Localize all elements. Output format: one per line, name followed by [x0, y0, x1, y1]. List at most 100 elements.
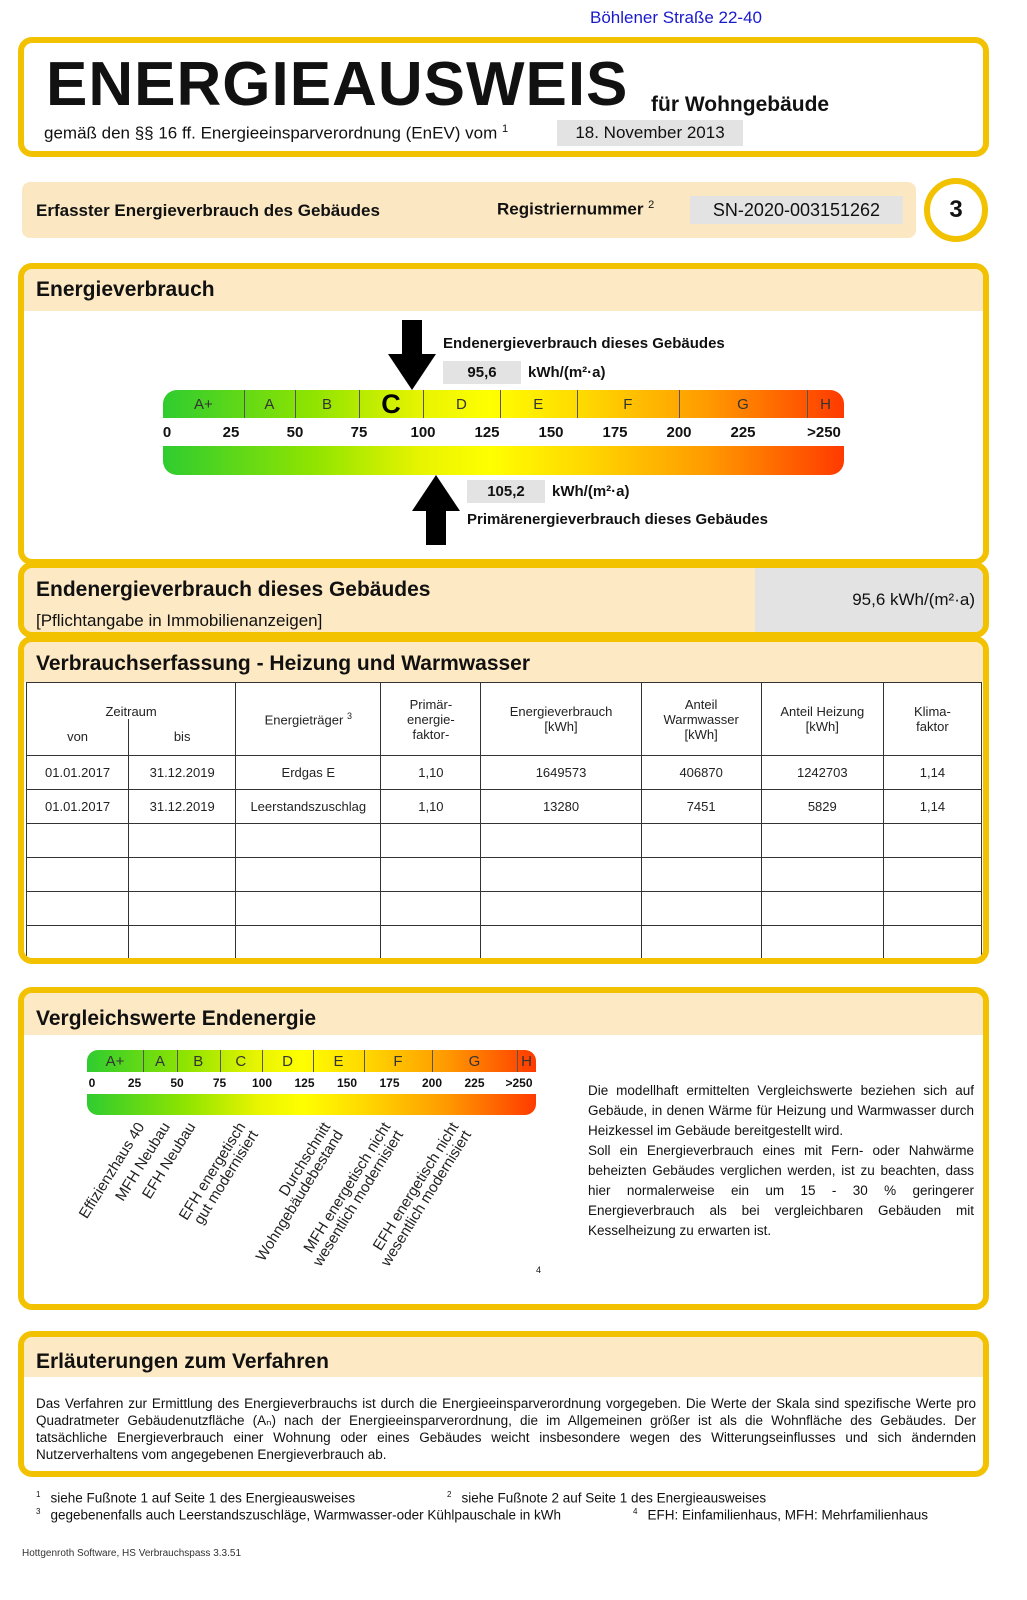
scale-tick-label: >250 — [505, 1076, 533, 1090]
registration-label-text: Registriernummer — [497, 199, 644, 219]
energy-class-G: G — [468, 1052, 481, 1070]
header-energietraeger-text: Energieträger — [264, 712, 344, 728]
scale-tick-label: 175 — [379, 1076, 400, 1090]
scale-tick-label: 25 — [127, 1076, 142, 1090]
class-divider — [143, 1050, 144, 1072]
table-cell — [480, 823, 642, 858]
energy-class-D: D — [455, 395, 467, 413]
table-cell — [640, 823, 762, 858]
table-cell — [235, 857, 382, 892]
table-cell: 13280 — [480, 789, 642, 824]
table-cell — [882, 823, 983, 858]
legal-basis: gemäß den §§ 16 ff. Energieeinsparverord… — [44, 123, 508, 144]
primary-energy-value: 105,2 — [467, 480, 545, 503]
table-cell — [640, 891, 762, 926]
header-klimafaktor: Klima- faktor — [882, 682, 983, 756]
header-box: ENERGIEAUSWEIS für Wohngebäude gemäß den… — [18, 37, 989, 157]
end-energy-label: Endenergieverbrauch dieses Gebäudes — [443, 335, 725, 352]
footnote-number: 3 — [36, 1507, 41, 1516]
energy-class-H: H — [521, 1052, 532, 1070]
scale-tick-label: 25 — [222, 424, 240, 441]
scale-tick-label: 0 — [88, 1076, 96, 1090]
header-energietraeger: Energieträger 3 — [235, 682, 382, 756]
table-cell — [380, 925, 482, 958]
table-cell: 31.12.2019 — [128, 755, 237, 790]
table-cell: Erdgas E — [235, 755, 382, 790]
class-divider — [679, 390, 680, 418]
comparison-scale: A+ A B C D E F G H 0 25 50 75 100 125 150 175 200 225 >250 — [87, 1050, 536, 1115]
end-energy-title: Endenergieverbrauch dieses Gebäudes — [36, 578, 431, 601]
energy-class-B: B — [193, 1052, 204, 1070]
table-cell: 1,10 — [380, 755, 482, 790]
info-bar: Erfasster Energieverbrauch des Gebäudes … — [22, 182, 916, 238]
primary-energy-arrow-icon — [412, 475, 461, 545]
energy-class-Aplus: A+ — [105, 1052, 125, 1070]
class-divider — [499, 390, 501, 418]
scale-tick-label: 200 — [421, 1076, 443, 1090]
footnote-number: 1 — [36, 1490, 41, 1499]
class-divider — [262, 1050, 263, 1072]
footnote-text: siehe Fußnote 2 auf Seite 1 des Energiea… — [461, 1490, 767, 1506]
scale-tick-label: 50 — [286, 424, 304, 441]
table-cell — [480, 857, 642, 892]
table-row — [25, 891, 983, 926]
table-row: 01.01.2017 31.12.2019 Erdgas E 1,10 1649573 4… — [25, 755, 983, 790]
table-cell — [128, 925, 237, 958]
table-cell — [128, 823, 237, 858]
table-cell: 7451 — [640, 789, 762, 824]
footnote-ref: 3 — [346, 710, 352, 721]
class-divider — [295, 390, 296, 418]
end-energy-value: 95,6 — [443, 361, 521, 384]
class-divider — [576, 390, 578, 418]
scale-tick-label: 150 — [336, 1076, 358, 1090]
energy-class-C: C — [235, 1052, 247, 1070]
document-subtitle: für Wohngebäude — [651, 93, 830, 116]
table-cell — [760, 823, 884, 858]
table-cell — [25, 925, 130, 958]
table-cell — [380, 823, 482, 858]
scale-tick-label: 75 — [212, 1076, 227, 1090]
scale-tick-label: 0 — [162, 424, 172, 441]
table-cell — [882, 891, 983, 926]
scale-tick-label: 100 — [410, 424, 436, 441]
table-cell — [480, 925, 642, 958]
scale-tick-label: 75 — [350, 424, 368, 441]
table-cell — [128, 857, 237, 892]
software-credit: Hottgenroth Software, HS Verbrauchspass … — [22, 1548, 242, 1559]
comparison-class-bar: A+ A B C D E F G H — [87, 1050, 536, 1072]
table-cell — [25, 857, 130, 892]
table-cell: 01.01.2017 — [25, 789, 130, 824]
end-energy-section: Endenergieverbrauch dieses Gebäudes [Pfl… — [18, 562, 989, 638]
table-cell — [640, 925, 762, 958]
table-cell — [760, 925, 884, 958]
table-cell — [640, 857, 762, 892]
header-warmwasser: Anteil Warmwasser [kWh] — [640, 682, 762, 756]
end-energy-note: [Pflichtangabe in Immobilienanzeigen] — [36, 611, 323, 630]
class-divider — [219, 1050, 221, 1072]
energy-class-E: E — [533, 395, 544, 413]
energy-class-E: E — [333, 1052, 344, 1070]
class-divider — [432, 1050, 433, 1072]
end-energy-result: 95,6 kWh/(m²·a) — [755, 568, 983, 632]
footnote-2: 2 siehe Fußnote 2 auf Seite 1 des Energie… — [447, 1490, 766, 1506]
comparison-text: Die modellhaft ermittelten Vergleichswer… — [588, 1083, 974, 1238]
comparison-scale-ticks: 0 25 50 75 100 125 150 175 200 225 >250 — [87, 1076, 536, 1091]
footnote-text: siehe Fußnote 1 auf Seite 1 des Energiea… — [50, 1490, 356, 1506]
scale-tick-label: 175 — [602, 424, 628, 441]
energy-class-B: B — [321, 395, 332, 413]
energy-class-A: A — [264, 395, 275, 413]
class-divider — [313, 1050, 314, 1072]
document-title: ENERGIEAUSWEIS — [46, 50, 629, 119]
scale-ticks: 0 25 50 75 100 125 150 175 200 225 >250 — [163, 424, 844, 442]
scale-tick-label: >250 — [807, 424, 841, 441]
table-cell — [235, 823, 382, 858]
table-cell — [380, 891, 482, 926]
energy-class-A: A — [154, 1052, 165, 1070]
table-cell: 1,10 — [380, 789, 482, 824]
table-cell — [760, 857, 884, 892]
footnote-ref: 2 — [648, 199, 655, 211]
table-cell: 1649573 — [480, 755, 642, 790]
table-cell: 31.12.2019 — [128, 789, 237, 824]
scale-tick-label: 225 — [730, 424, 756, 441]
table-cell — [882, 857, 983, 892]
